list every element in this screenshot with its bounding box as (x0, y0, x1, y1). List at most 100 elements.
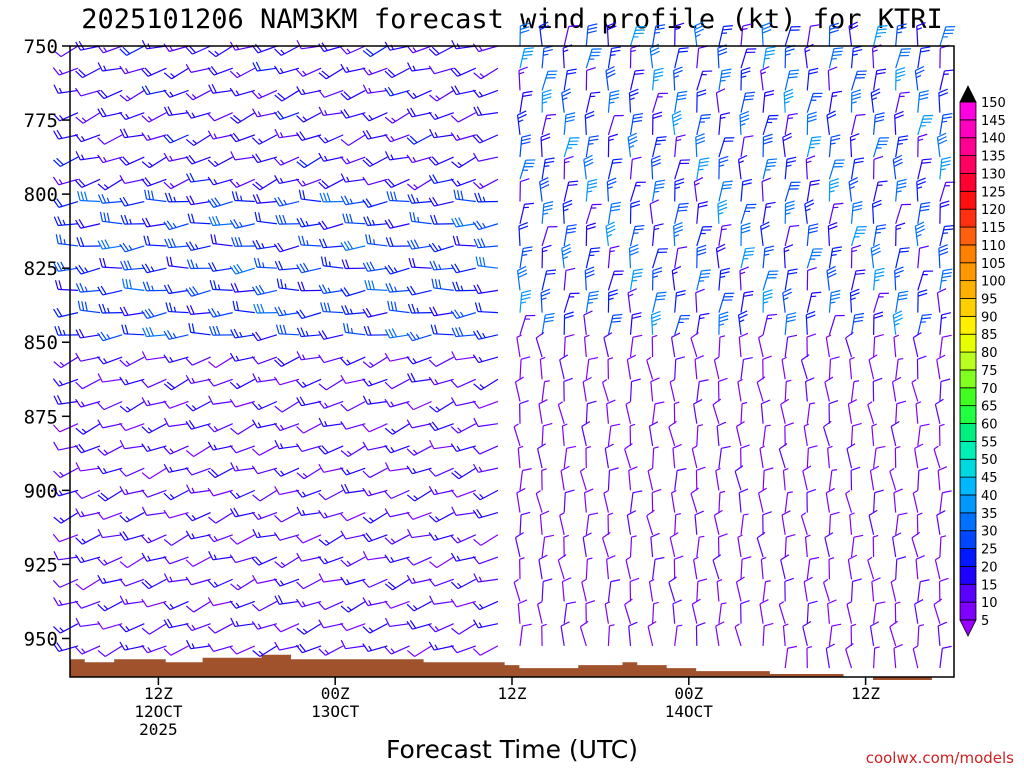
wind-barb (806, 645, 813, 669)
wind-barb (607, 313, 623, 335)
wind-barb (97, 400, 123, 411)
wind-barb (563, 292, 580, 313)
wind-barb (141, 623, 167, 635)
wind-barb (696, 578, 708, 602)
wind-barb (672, 599, 682, 624)
wind-barb (75, 151, 101, 161)
wind-barb (629, 334, 643, 358)
wind-barb (695, 622, 706, 646)
wind-barb (939, 26, 956, 47)
credit-link[interactable]: coolwx.com/models (866, 749, 1014, 767)
wind-barb (629, 535, 637, 558)
wind-barb (758, 487, 768, 513)
wind-barb (318, 400, 344, 409)
wind-barb (295, 178, 322, 187)
wind-barb (890, 420, 900, 447)
wind-barb (143, 235, 167, 247)
wind-barb (207, 307, 233, 318)
wind-barb (939, 156, 952, 180)
wind-barb (915, 554, 925, 580)
wind-barb (585, 356, 599, 380)
wind-barb (652, 223, 664, 247)
wind-barb (119, 439, 145, 450)
wind-barb (429, 128, 454, 139)
wind-barb (740, 599, 750, 624)
wind-barb (274, 45, 300, 56)
wind-barb (784, 491, 793, 513)
wind-barb (229, 645, 256, 655)
wind-barb (784, 69, 800, 91)
wind-barb (473, 417, 498, 428)
wind-barb (75, 87, 101, 97)
wind-barb (207, 423, 233, 433)
wind-barb (519, 246, 533, 269)
wind-barb (53, 512, 79, 524)
wind-barb (428, 45, 454, 56)
wind-barb (541, 89, 552, 113)
wind-barb (827, 221, 838, 246)
wind-barb (625, 401, 632, 424)
wind-barb (362, 176, 388, 186)
wind-barb (274, 641, 300, 651)
wind-barb (762, 355, 772, 380)
wind-barb (713, 356, 720, 380)
wind-barb (696, 89, 707, 113)
wind-barb (647, 467, 654, 491)
wind-barb (629, 44, 641, 69)
wind-barb (473, 106, 498, 117)
wind-barb (827, 66, 838, 91)
wind-barb (740, 135, 754, 158)
wind-barb (273, 467, 300, 477)
wind-barb (519, 159, 536, 180)
wind-barb (541, 226, 558, 247)
wind-barb (871, 44, 882, 69)
wind-barb (475, 256, 498, 269)
wind-barb (716, 421, 727, 446)
wind-barb (406, 239, 432, 250)
wind-barb (827, 445, 833, 469)
wind-barb (451, 40, 476, 50)
wind-barb (296, 40, 322, 50)
wind-barb (696, 201, 708, 224)
wind-barb (626, 510, 637, 535)
wind-barb (406, 419, 432, 429)
wind-barb (275, 324, 300, 336)
wind-barb (428, 641, 454, 651)
wind-barb (889, 620, 898, 647)
terrain-surface (70, 654, 954, 680)
wind-barb (296, 443, 322, 453)
wind-barb (362, 198, 388, 208)
wind-barb (629, 156, 642, 180)
wind-barb (873, 646, 880, 669)
x-tick-label: 12Z (851, 684, 880, 703)
wind-barb (607, 579, 621, 602)
wind-barb (119, 89, 145, 102)
wind-barb (384, 423, 410, 435)
wind-barb (674, 22, 685, 47)
wind-barb (784, 44, 795, 69)
wind-barb (121, 324, 145, 336)
wind-barb (384, 219, 410, 229)
wind-barb (450, 263, 476, 274)
wind-barb (431, 278, 454, 291)
colorbar-label: 105 (981, 257, 1006, 272)
wind-barb (651, 334, 658, 358)
wind-barb (406, 489, 432, 502)
wind-barb (163, 152, 189, 162)
wind-barb (341, 305, 366, 315)
wind-barb (74, 645, 101, 655)
wind-barb (230, 328, 255, 339)
x-tick-label: 2025 (139, 720, 178, 739)
wind-barb (209, 280, 233, 292)
wind-barb (318, 67, 344, 80)
wind-barb (828, 511, 840, 535)
wind-barb (229, 263, 255, 275)
wind-barb (296, 156, 322, 169)
wind-barb (519, 468, 532, 491)
wind-barb (671, 265, 682, 291)
wind-barb (873, 311, 884, 335)
wind-barb (513, 423, 521, 447)
wind-barb (718, 267, 731, 291)
plot-frame (69, 45, 955, 678)
wind-barb (472, 134, 499, 144)
